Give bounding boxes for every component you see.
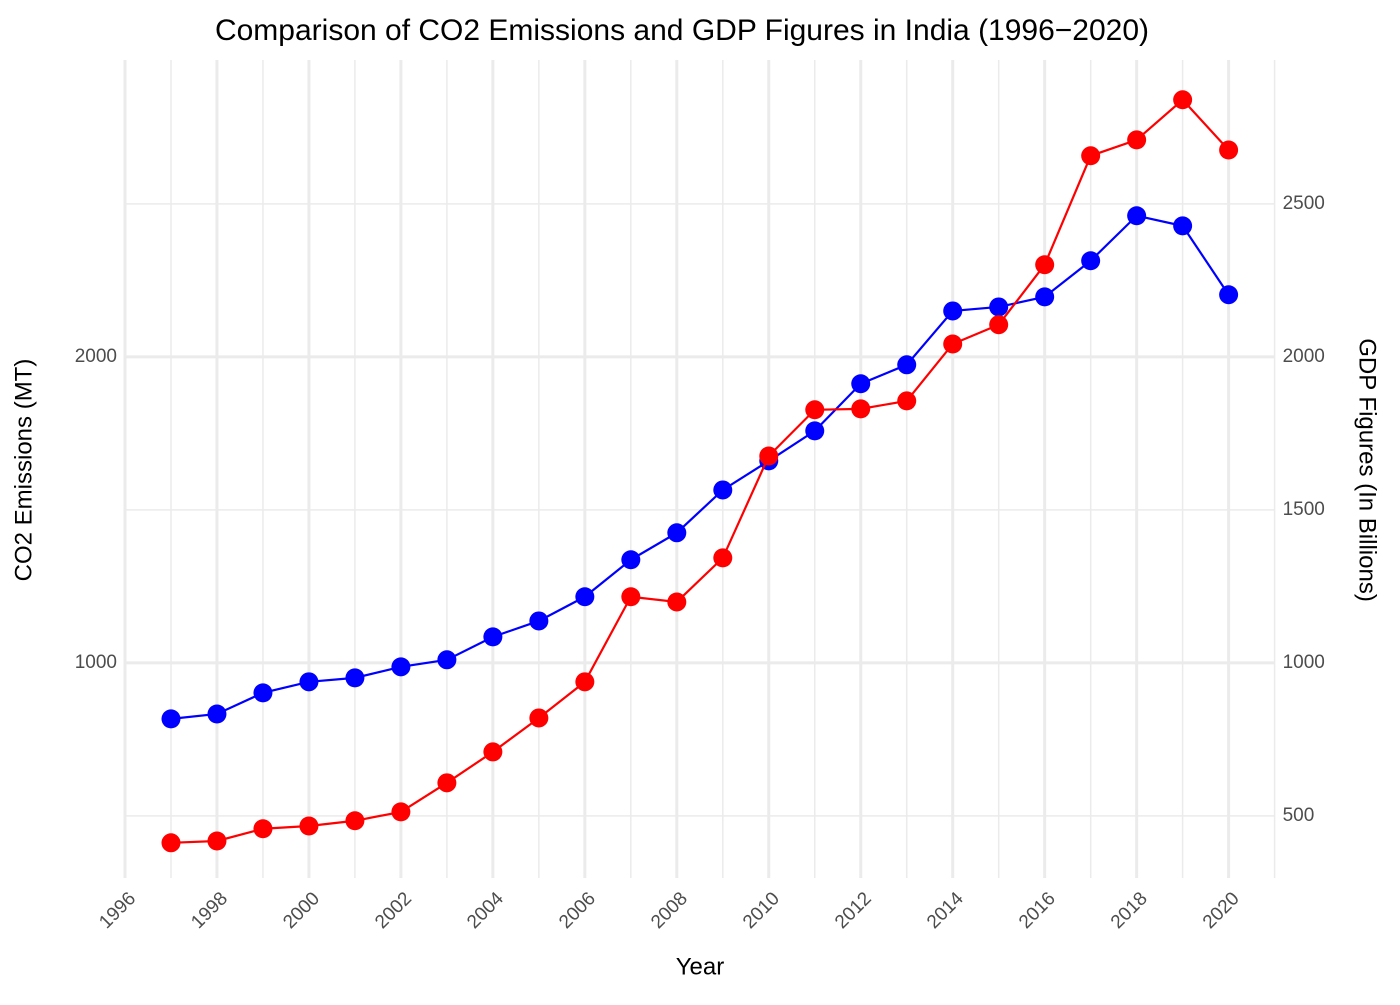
data-point <box>345 811 365 831</box>
series-line <box>170 98 1230 844</box>
data-point <box>667 592 687 612</box>
chart-title: Comparison of CO2 Emissions and GDP Figu… <box>215 14 1149 47</box>
y2-tick-label: 1000 <box>1283 652 1325 673</box>
data-point <box>483 627 503 647</box>
x-tick-label: 1998 <box>187 888 232 933</box>
y-axis-label: CO2 Emissions (MT) <box>10 359 37 582</box>
x-tick-label: 2016 <box>1015 888 1060 933</box>
data-point <box>253 683 273 703</box>
data-point <box>943 334 963 354</box>
y2-tick-label: 2500 <box>1283 193 1325 214</box>
data-point <box>851 374 871 394</box>
data-point <box>299 816 319 836</box>
data-point <box>391 657 411 677</box>
data-point <box>299 672 319 692</box>
data-point <box>161 833 181 853</box>
data-point <box>897 391 917 411</box>
data-point <box>253 819 273 839</box>
y2-axis-label: GDP Figures (In Billions) <box>1354 338 1381 602</box>
data-point <box>1173 216 1193 236</box>
data-point <box>989 315 1009 335</box>
data-point <box>575 587 595 607</box>
data-point <box>759 446 779 466</box>
data-point <box>1035 255 1055 275</box>
x-tick-label: 1996 <box>95 888 140 933</box>
data-point <box>943 301 963 321</box>
y2-tick-label: 500 <box>1283 805 1315 826</box>
data-point <box>529 708 549 728</box>
data-point <box>621 587 641 607</box>
data-point <box>437 650 457 670</box>
x-tick-label: 2020 <box>1199 888 1244 933</box>
x-tick-label: 2010 <box>739 888 784 933</box>
data-point <box>1035 287 1055 307</box>
data-point <box>667 523 687 543</box>
data-point <box>851 399 871 419</box>
data-point <box>207 704 227 724</box>
data-point <box>805 400 825 420</box>
data-point <box>161 709 181 729</box>
data-point <box>345 668 365 688</box>
x-tick-label: 2012 <box>831 888 876 933</box>
data-point <box>575 672 595 692</box>
data-point <box>989 297 1009 317</box>
y2-tick-label: 1500 <box>1283 499 1325 520</box>
x-tick-label: 2018 <box>1107 888 1152 933</box>
data-point <box>391 802 411 822</box>
x-tick-label: 2004 <box>463 888 508 933</box>
data-point <box>713 480 733 500</box>
y-tick-label: 1000 <box>75 652 117 673</box>
data-point <box>805 421 825 441</box>
data-point <box>1127 206 1147 226</box>
data-point <box>713 548 733 568</box>
data-point <box>1219 285 1239 305</box>
data-point <box>207 831 227 851</box>
data-point <box>897 355 917 375</box>
x-tick-label: 2006 <box>555 888 600 933</box>
y-tick-label: 2000 <box>75 346 117 367</box>
data-point <box>1173 90 1193 110</box>
x-tick-label: 2002 <box>371 888 416 933</box>
y2-tick-label: 2000 <box>1283 346 1325 367</box>
data-point <box>1127 130 1147 150</box>
data-point <box>1219 140 1239 160</box>
data-point <box>483 742 503 762</box>
data-point <box>529 611 549 631</box>
x-tick-label: 2008 <box>647 888 692 933</box>
data-point <box>1081 251 1101 271</box>
series-line <box>170 214 1230 720</box>
data-point <box>1081 146 1101 166</box>
x-tick-label: 2000 <box>279 888 324 933</box>
x-axis-label: Year <box>676 953 725 980</box>
x-tick-label: 2014 <box>923 888 968 933</box>
data-point <box>621 550 641 570</box>
data-point <box>437 773 457 793</box>
